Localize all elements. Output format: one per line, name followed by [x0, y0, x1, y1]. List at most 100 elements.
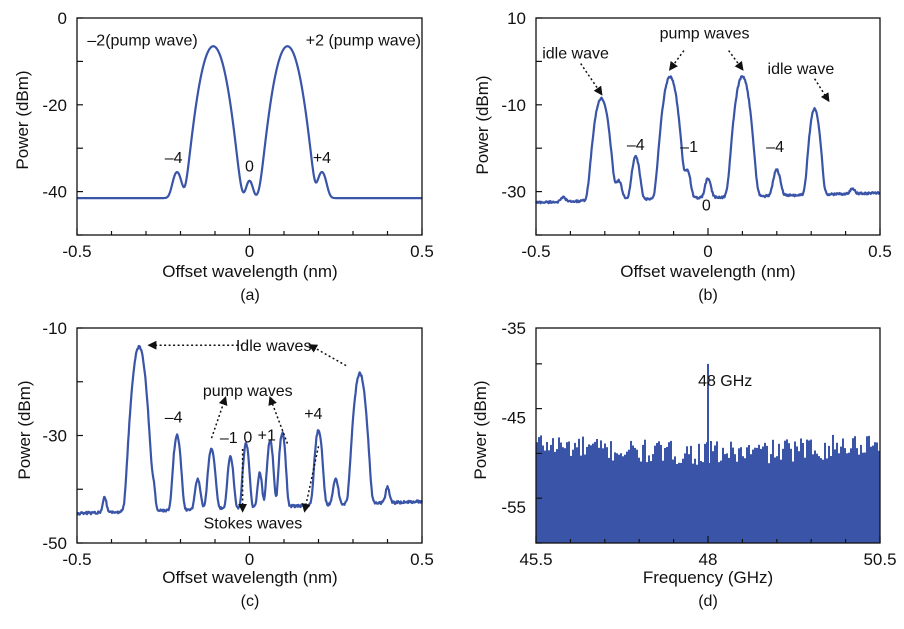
panel-d-noise-bar — [638, 457, 640, 543]
panel-a-ytick-label: -40 — [42, 183, 67, 202]
panel-d-noise-bar — [848, 452, 850, 543]
panel-d-noise-bar — [868, 435, 870, 543]
panel-d-noise-bar — [796, 446, 798, 543]
panel-d-noise-bar — [616, 453, 618, 543]
panel-a-ylabel: Power (dBm) — [13, 70, 32, 169]
panel-d-noise-bar — [628, 449, 630, 543]
panel-d-noise-bar — [770, 454, 772, 543]
panel-d-noise-bar — [842, 438, 844, 543]
panel-c-xtick-label: -0.5 — [62, 550, 91, 569]
panel-d-noise-bar — [652, 454, 654, 543]
panel-d-noise-bar — [866, 436, 868, 543]
panel-d-noise-bar — [562, 447, 564, 543]
panel-c-caption: (c) — [241, 593, 260, 610]
panel-d-noise-bar — [630, 440, 632, 543]
panel-d-noise-bar — [704, 443, 706, 543]
panel-d-noise-bar — [646, 462, 648, 543]
panel-d-xlabel: Frequency (GHz) — [643, 568, 773, 587]
panel-c-arrow — [268, 396, 289, 444]
panel-b-arrow — [728, 50, 744, 71]
panel-d-noise-bar — [858, 454, 860, 543]
panel-d-noise-bar — [558, 437, 560, 543]
panel-a-axes-frame — [76, 17, 423, 236]
panel-d-noise-bar — [792, 461, 794, 543]
panel-d-noise-bar — [784, 440, 786, 543]
panel-d-noise-bar — [750, 454, 752, 543]
panel-a-ytick-label: 0 — [58, 9, 67, 28]
panel-c-xtick-label: 0.5 — [410, 550, 434, 569]
panel-d-noise-bar — [610, 441, 612, 543]
panel-d-noise-bar — [760, 448, 762, 543]
panel-d-noise-bar — [718, 462, 720, 543]
panel-d-noise-bar — [724, 454, 726, 543]
panel-a-caption: (a) — [240, 287, 260, 304]
panel-d-noise-bar — [688, 454, 690, 543]
panel-d-noise-bar — [696, 464, 698, 543]
panel-d-noise-bar — [634, 447, 636, 543]
panel-d-noise-bar — [788, 443, 790, 543]
panel-d-noise-bar — [694, 458, 696, 543]
panel-d-noise-bar — [584, 454, 586, 543]
panel-c-series-line — [76, 344, 423, 516]
panel-d-noise-bar — [802, 443, 804, 543]
panel-d-noise-bar — [582, 436, 584, 543]
panel-d-noise-bar — [608, 457, 610, 543]
panel-d-caption: (d) — [698, 593, 718, 610]
panel-d-noise-bar — [612, 460, 614, 543]
panel-c-xtick-label: 0 — [245, 550, 254, 569]
panel-d-noise-bar — [808, 440, 810, 543]
panel-b-xtick-label: 0 — [703, 242, 712, 261]
panel-d-noise-bar — [670, 440, 672, 543]
panel-c-arrow — [308, 344, 347, 367]
panel-d-noise-bar — [620, 453, 622, 543]
panel-d-noise-bar — [756, 447, 758, 543]
panel-d-noise-bar — [774, 457, 776, 543]
panel-d-noise-bar — [850, 448, 852, 543]
panel-d-noise-bar — [804, 457, 806, 543]
panel-d-noise-bar — [838, 453, 840, 543]
panel-d-noise-bar — [560, 442, 562, 543]
panel-a-annotation: –4 — [165, 150, 183, 167]
panel-d-noise-bar — [780, 459, 782, 543]
panel-d-noise-bar — [606, 447, 608, 543]
panel-c-annotation: –4 — [165, 410, 183, 427]
panel-d-noise-bar — [778, 443, 780, 543]
panel-a-xtick-label: 0.5 — [410, 242, 434, 261]
panel-b-annotation: 0 — [702, 198, 711, 215]
panel-c-annotation: 0 — [243, 430, 252, 447]
panel-d-annotation: 48 GHz — [698, 373, 752, 390]
panel-d-noise-bar — [766, 445, 768, 543]
panel-d-noise-bar — [570, 455, 572, 543]
panel-d-noise-bar — [698, 443, 700, 543]
panel-d-noise-bar — [734, 454, 736, 543]
panel-a: Power (dBm) Offset wavelength (nm) (a) -… — [13, 9, 434, 304]
panel-d-noise-bar — [860, 444, 862, 543]
panel-d-noise-bar — [814, 450, 816, 543]
panel-d-noise-bar — [622, 456, 624, 543]
panel-d-noise-bar — [812, 454, 814, 543]
panel-d-noise-bar — [640, 461, 642, 543]
panel-d-noise-bar — [598, 447, 600, 543]
panel-a-annotation: +4 — [313, 150, 331, 167]
panel-d-noise-bar — [574, 442, 576, 543]
panel-d-noise-bar — [772, 439, 774, 543]
panel-d-noise-bar — [690, 445, 692, 543]
panel-d-noise-bar — [840, 446, 842, 543]
panel-d-noise-bar — [590, 445, 592, 543]
panel-b-ytick-label: -30 — [501, 183, 526, 202]
panel-d-noise-bar — [580, 455, 582, 543]
panel-d-noise-bar — [762, 446, 764, 543]
panel-b-ytick-label: 10 — [507, 9, 526, 28]
panel-d-noise-bar — [660, 444, 662, 543]
panel-d-noise-bar — [566, 442, 568, 543]
panel-c: Power (dBm) Offset wavelength (nm) (c) -… — [15, 319, 434, 610]
panel-d-noise-bar — [736, 461, 738, 543]
panel-d-noise-bar — [702, 462, 704, 543]
panel-d-noise-bar — [828, 445, 830, 543]
panel-d-noise-bar — [650, 461, 652, 543]
panel-d-noise-bar — [786, 439, 788, 543]
panel-a-series-line — [76, 45, 423, 200]
panel-d-noise-bar — [730, 441, 732, 543]
